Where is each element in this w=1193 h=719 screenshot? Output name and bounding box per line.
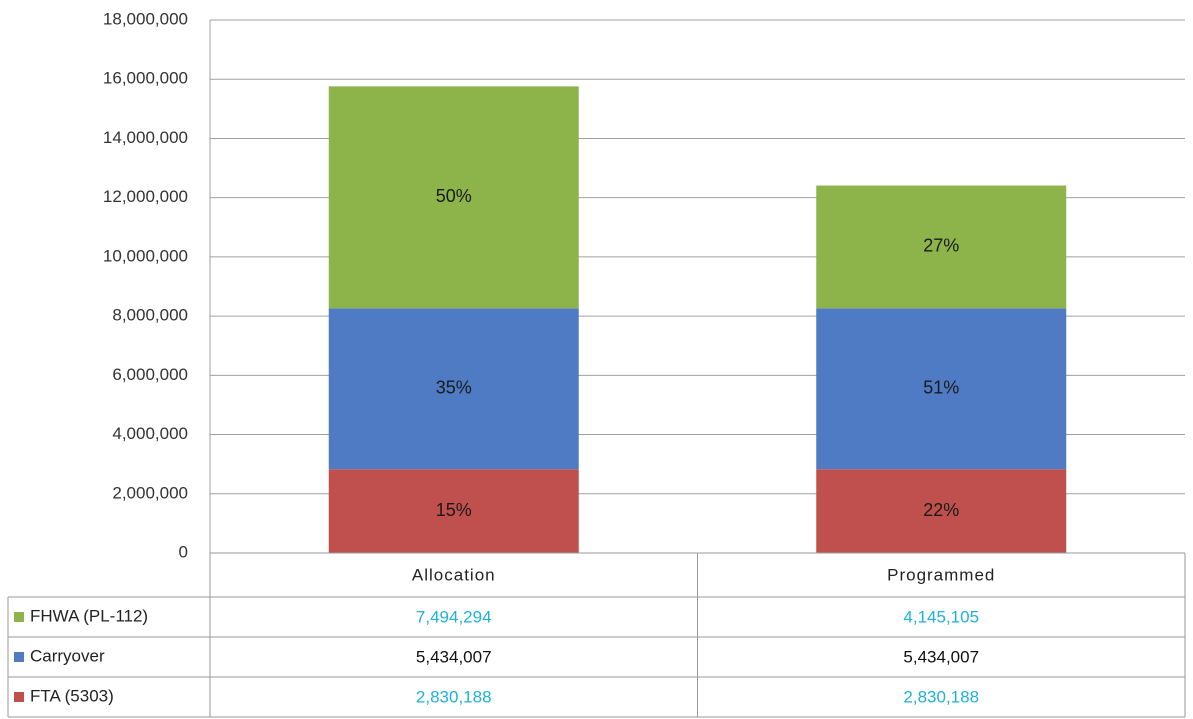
y-tick-label: 4,000,000 <box>112 424 188 443</box>
table-value: 4,145,105 <box>903 607 979 626</box>
table-value: 7,494,294 <box>416 607 492 626</box>
segment-label: 50% <box>436 186 472 206</box>
legend-label: FHWA (PL-112) <box>30 606 148 625</box>
table-value: 2,830,188 <box>903 687 979 706</box>
y-tick-label: 14,000,000 <box>103 128 188 147</box>
y-tick-label: 16,000,000 <box>103 69 188 88</box>
legend-label: FTA (5303) <box>30 686 114 705</box>
table-value: 5,434,007 <box>416 647 492 666</box>
bar-segment <box>816 308 1067 470</box>
bar-segment <box>328 86 579 309</box>
x-category-label: Allocation <box>412 565 496 584</box>
bar-segment <box>816 185 1067 309</box>
legend-swatch <box>14 652 24 662</box>
y-tick-label: 18,000,000 <box>103 9 188 28</box>
bar-segment <box>328 308 579 470</box>
legend-swatch <box>14 692 24 702</box>
segment-label: 27% <box>923 236 959 256</box>
y-tick-label: 0 <box>179 542 188 561</box>
legend-label: Carryover <box>30 646 105 665</box>
bar-segment <box>328 469 579 553</box>
segment-label: 35% <box>436 377 472 397</box>
segment-label: 51% <box>923 377 959 397</box>
y-tick-label: 10,000,000 <box>103 246 188 265</box>
bar-segment <box>816 469 1067 553</box>
legend-swatch <box>14 612 24 622</box>
y-tick-label: 2,000,000 <box>112 483 188 502</box>
y-tick-label: 6,000,000 <box>112 365 188 384</box>
y-tick-label: 12,000,000 <box>103 187 188 206</box>
x-category-label: Programmed <box>887 565 995 584</box>
y-tick-label: 8,000,000 <box>112 306 188 325</box>
table-value: 2,830,188 <box>416 687 492 706</box>
segment-label: 22% <box>923 500 959 520</box>
segment-label: 15% <box>436 500 472 520</box>
table-value: 5,434,007 <box>903 647 979 666</box>
